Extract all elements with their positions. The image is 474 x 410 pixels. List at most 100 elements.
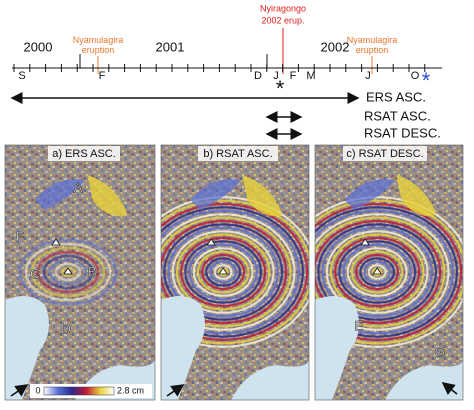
event-label: Nyamulagira eruption [347, 35, 398, 55]
site-letter: D [61, 321, 71, 337]
fringe [342, 243, 412, 301]
month-label: M [306, 70, 315, 82]
fringe [161, 199, 309, 345]
look-arrow [166, 384, 185, 397]
fringe-lobe [344, 179, 395, 210]
label-bg [198, 146, 278, 161]
interferogram [315, 145, 463, 400]
site-letter: E [354, 318, 363, 334]
fringe [201, 254, 246, 290]
fringe [315, 213, 450, 331]
fringe [321, 226, 433, 318]
fringe-lobe [87, 175, 128, 216]
colorbar-ramp [43, 386, 115, 396]
acquisitions: ERS ASC. RSAT ASC. RSAT DESC. [10, 89, 441, 140]
fringe [163, 223, 283, 321]
fringe [338, 240, 416, 304]
fringe [161, 216, 292, 328]
fringe [315, 220, 442, 324]
volcano [372, 267, 382, 275]
fringe [171, 230, 275, 314]
fringe [175, 233, 271, 311]
volcano [360, 238, 370, 246]
colorbar-label: 2.8 cm [117, 385, 144, 395]
acquisition-label: ERS ASC. [366, 89, 426, 104]
fringe [161, 196, 309, 348]
fringe [329, 233, 425, 311]
fringe [30, 246, 106, 298]
site-letter: B [87, 264, 96, 280]
volcano [206, 238, 216, 246]
event-label: Nyiragongo [260, 3, 306, 13]
volcano [218, 267, 228, 275]
fringe-lobe [242, 175, 283, 216]
lake [315, 296, 359, 400]
fringe [350, 250, 404, 294]
panel-title: b) RSAT ASC. [203, 148, 272, 160]
fringe [367, 264, 387, 280]
annotations: a) ERS ASC. b) RSAT ASC. c) RSAT DESC. A… [15, 146, 446, 360]
site-letter: G [435, 344, 446, 360]
fringe [315, 199, 463, 345]
fringe [315, 203, 463, 341]
year-label: 2001 [156, 39, 185, 54]
fringe [213, 264, 233, 280]
fringe [161, 209, 300, 335]
fringe [167, 226, 279, 318]
fringe [184, 240, 262, 304]
fringe [315, 206, 458, 338]
panel-frame [160, 144, 310, 401]
fringe [355, 254, 400, 290]
look-arrow [441, 382, 458, 395]
fringe [36, 250, 100, 294]
month-label: J [365, 70, 371, 82]
panel-title: a) ERS ASC. [52, 148, 116, 160]
fringe [346, 247, 408, 297]
fringe [161, 220, 288, 324]
fringe [317, 223, 437, 321]
lake [231, 360, 309, 400]
acquisition-label: RSAT DESC. [364, 125, 441, 140]
fringe [180, 237, 267, 307]
fringe [315, 209, 454, 335]
lake [5, 296, 49, 400]
colorbar: 0 2.8 cm [30, 384, 152, 398]
fringe [48, 258, 88, 286]
site-letter: F [16, 229, 25, 245]
volcano [63, 267, 73, 275]
fringe [161, 213, 296, 331]
fringe [196, 250, 250, 294]
fringe [54, 262, 82, 282]
site-letter: A [73, 180, 83, 196]
event-label: Nyamulagira eruption [73, 35, 124, 55]
fringe [192, 247, 254, 297]
star: * [276, 76, 285, 101]
label-bg [48, 146, 120, 161]
colorbar-label: 0 [35, 385, 40, 395]
month-label: S [18, 70, 25, 82]
fringe [161, 206, 304, 338]
acquisition-label: RSAT ASC. [364, 108, 431, 123]
panel-frame [314, 144, 464, 401]
fringe [363, 260, 391, 284]
year-label: 2002 [321, 39, 350, 54]
interferogram [5, 145, 155, 400]
fringe [42, 254, 94, 290]
month-label: D [254, 70, 262, 82]
fringe-lobe [190, 179, 241, 210]
fringe [334, 237, 421, 307]
fringe [315, 196, 463, 348]
fringe [18, 238, 118, 306]
look-arrow [10, 384, 29, 397]
lake [161, 296, 205, 400]
fringe [325, 230, 429, 314]
fringe [359, 257, 395, 287]
interferogram [161, 145, 309, 400]
fringe-lobe [35, 179, 85, 210]
fringe [161, 203, 309, 341]
month-label: J [273, 70, 279, 82]
star: * [422, 68, 431, 93]
fringe [209, 260, 237, 284]
fringe [205, 257, 241, 287]
